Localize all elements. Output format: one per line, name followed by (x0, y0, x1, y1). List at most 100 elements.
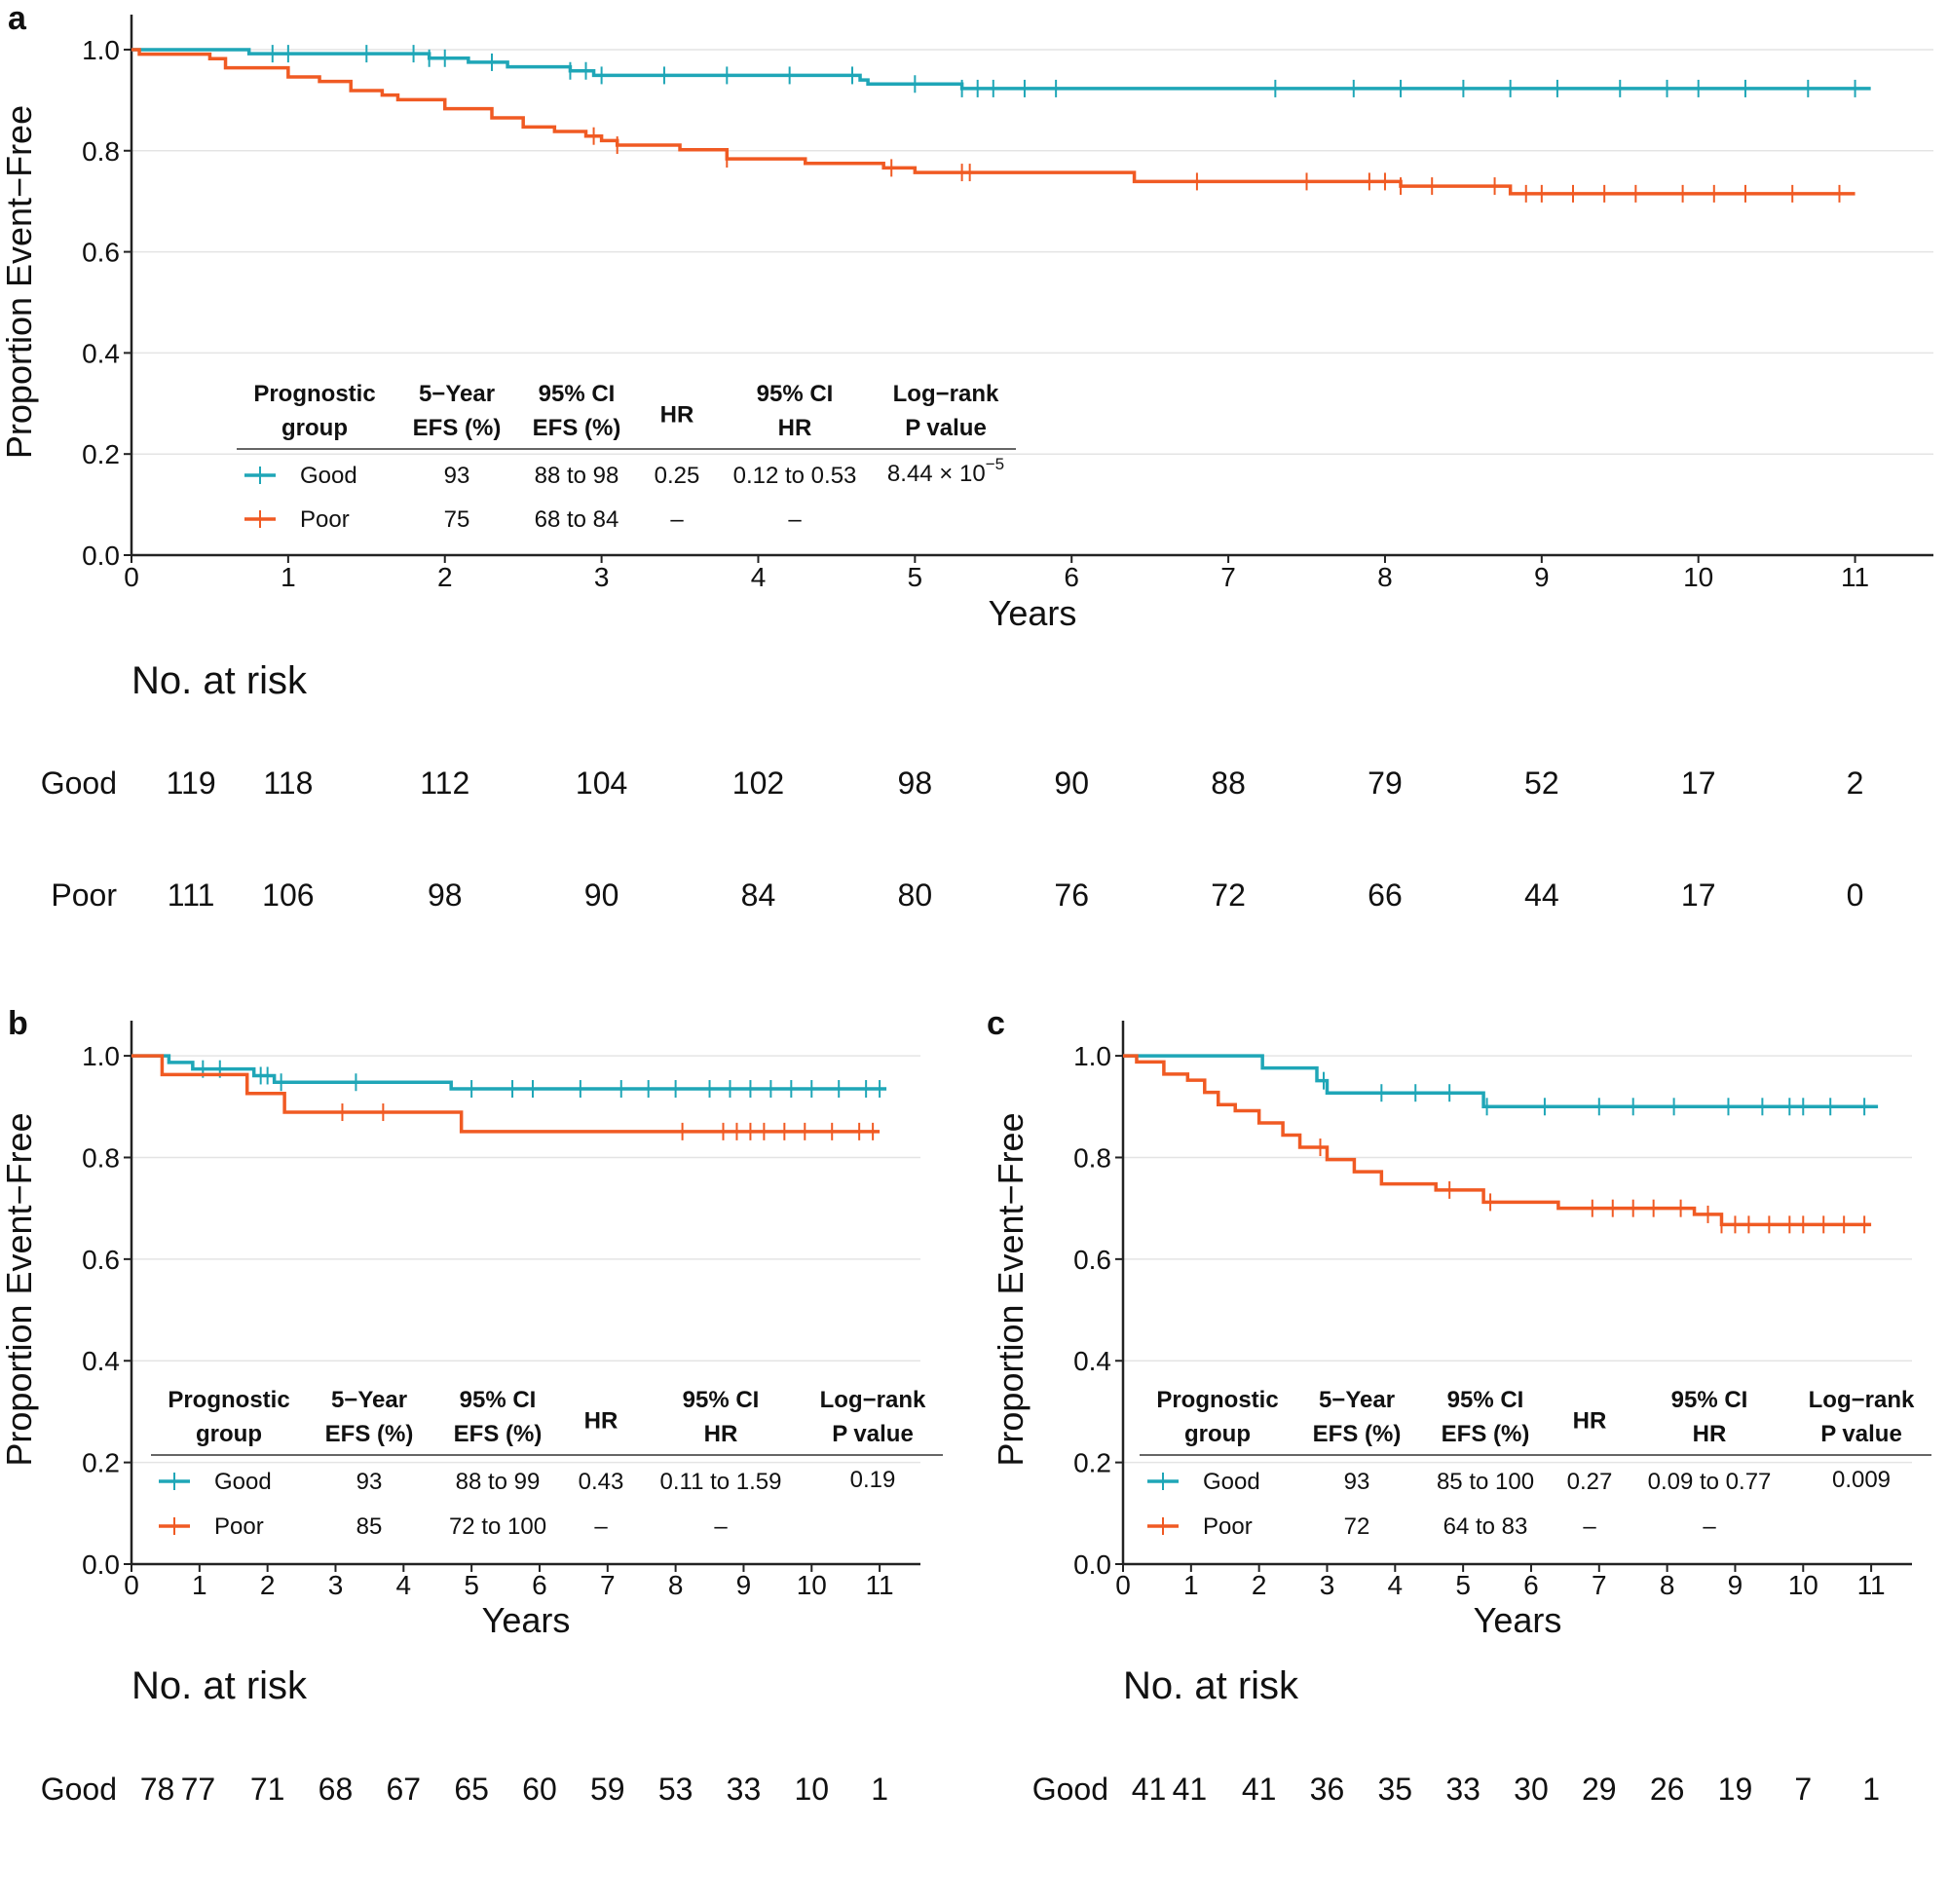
x-tick-label: 11 (1857, 1570, 1886, 1600)
y-axis-label: Proportion Event−Free (0, 1112, 39, 1466)
y-tick-label: 0.6 (82, 238, 120, 268)
legend-ci-hr: 0.12 to 0.53 (733, 463, 857, 489)
legend-header: 95% CI (757, 381, 834, 407)
legend-hr: 0.43 (579, 1469, 624, 1495)
legend-efs: 75 (444, 506, 470, 533)
legend-group-label: Good (1203, 1469, 1260, 1495)
risk-count-good: 79 (1368, 765, 1403, 801)
survival-curve-poor (131, 48, 1855, 196)
x-axis-title: Years (989, 593, 1077, 633)
x-tick-label: 1 (1183, 1570, 1199, 1600)
legend-header: Log−rank (820, 1387, 926, 1413)
legend-hr: – (670, 506, 684, 533)
risk-row-label: Good (1032, 1772, 1108, 1807)
risk-count-good: 33 (727, 1772, 762, 1807)
y-tick-label: 0.0 (82, 541, 120, 571)
legend-ci-hr: – (788, 506, 802, 533)
risk-count-poor: 44 (1524, 877, 1559, 913)
risk-count-good: 77 (181, 1772, 216, 1807)
x-tick-label: 9 (736, 1570, 752, 1600)
risk-count-good: 112 (420, 765, 469, 801)
legend-hr: – (594, 1513, 608, 1540)
legend-header: HR (1573, 1408, 1607, 1435)
legend-ci-efs: 88 to 99 (456, 1469, 541, 1495)
survival-curve-good (1123, 1054, 1879, 1109)
legend-header: P value (832, 1421, 914, 1447)
risk-row-label: Poor (51, 877, 117, 913)
x-tick-label: 3 (594, 562, 610, 592)
risk-count-good: 104 (576, 765, 627, 801)
legend-hr: 0.27 (1567, 1469, 1613, 1495)
y-tick-label: 0.6 (82, 1245, 120, 1275)
risk-count-good: 30 (1514, 1772, 1549, 1807)
legend-efs: 72 (1344, 1513, 1370, 1540)
survival-curve-poor (1123, 1054, 1872, 1227)
y-tick-label: 0.8 (82, 136, 120, 167)
legend-header: group (196, 1421, 262, 1447)
x-tick-label: 6 (1523, 1570, 1539, 1600)
risk-count-good: 41 (1173, 1772, 1208, 1807)
risk-count-good: 67 (387, 1772, 422, 1807)
risk-count-good: 35 (1378, 1772, 1413, 1807)
risk-count-good: 41 (1242, 1772, 1277, 1807)
legend-header: HR (1693, 1421, 1727, 1447)
y-tick-label: 0.8 (82, 1142, 120, 1173)
legend-header: Prognostic (1156, 1387, 1278, 1413)
risk-count-poor: 106 (262, 877, 314, 913)
x-tick-label: 3 (1320, 1570, 1335, 1600)
legend-header: EFS (%) (1313, 1421, 1402, 1447)
y-tick-label: 0.8 (1073, 1142, 1111, 1173)
risk-count-good: 118 (263, 765, 313, 801)
risk-count-good: 7 (1794, 1772, 1812, 1807)
y-tick-label: 0.4 (82, 1346, 120, 1376)
risk-count-good: 19 (1718, 1772, 1753, 1807)
x-tick-label: 5 (908, 562, 923, 592)
x-axis-title: Years (482, 1600, 571, 1640)
risk-count-good: 60 (522, 1772, 557, 1807)
x-tick-label: 4 (1388, 1570, 1404, 1600)
legend-ci-efs: 64 to 83 (1443, 1513, 1528, 1540)
risk-count-good: 98 (898, 765, 933, 801)
legend-header: Prognostic (168, 1387, 289, 1413)
legend-header: HR (660, 402, 694, 429)
x-tick-label: 9 (1728, 1570, 1743, 1600)
risk-count-good: 17 (1681, 765, 1716, 801)
x-tick-label: 0 (1115, 1570, 1131, 1600)
y-tick-label: 0.4 (1073, 1346, 1111, 1376)
risk-count-poor: 98 (428, 877, 463, 913)
x-tick-label: 8 (1660, 1570, 1675, 1600)
legend-header: Log−rank (1809, 1387, 1915, 1413)
legend-ci-efs: 72 to 100 (449, 1513, 546, 1540)
risk-count-good: 10 (794, 1772, 829, 1807)
legend-header: 95% CI (1447, 1387, 1524, 1413)
legend-efs: 93 (444, 463, 470, 489)
x-tick-label: 4 (396, 1570, 412, 1600)
legend-header: EFS (%) (454, 1421, 543, 1447)
legend-ci-efs: 85 to 100 (1437, 1469, 1534, 1495)
risk-count-good: 1 (871, 1772, 888, 1807)
risk-count-good: 68 (319, 1772, 354, 1807)
legend-header: HR (778, 415, 812, 441)
risk-count-good: 78 (140, 1772, 175, 1807)
legend-header: EFS (%) (1442, 1421, 1530, 1447)
legend-header: 5−Year (419, 381, 495, 407)
survival-curve-poor (131, 1054, 881, 1134)
legend-header: group (281, 415, 348, 441)
legend-group-label: Good (214, 1469, 272, 1495)
x-tick-label: 10 (797, 1570, 827, 1600)
legend-ci-hr: – (714, 1513, 728, 1540)
legend-header: HR (704, 1421, 738, 1447)
x-tick-label: 5 (464, 1570, 479, 1600)
risk-count-good: 33 (1445, 1772, 1480, 1807)
survival-curve-good (131, 48, 1871, 91)
legend-header: group (1184, 1421, 1251, 1447)
legend-p-value: 8.44 × 10−5 (887, 455, 1004, 487)
x-tick-label: 8 (668, 1570, 684, 1600)
legend-header: 95% CI (683, 1387, 760, 1413)
y-tick-label: 0.2 (82, 439, 120, 469)
risk-table-title: No. at risk (131, 1664, 308, 1707)
panel-letter: b (8, 1005, 28, 1042)
x-tick-label: 1 (281, 562, 296, 592)
p-value-exponent: −5 (986, 455, 1004, 473)
risk-count-good: 2 (1847, 765, 1864, 801)
